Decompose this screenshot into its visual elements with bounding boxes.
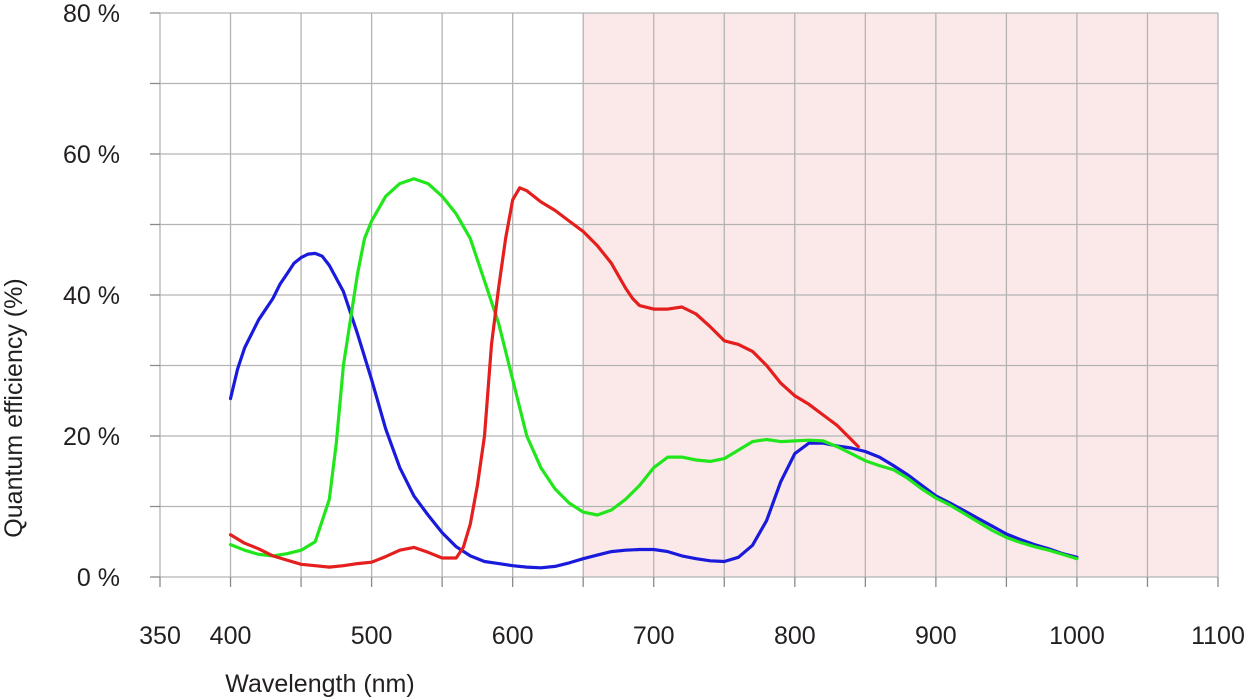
- y-axis-title: Quantum efficiency (%): [0, 278, 28, 537]
- x-tick-label: 1000: [1049, 622, 1105, 650]
- x-tick-label: 1100: [1191, 622, 1245, 650]
- series-layer: [228, 177, 1079, 570]
- x-tick-label: 900: [915, 622, 957, 650]
- series-line-2: [228, 186, 860, 569]
- y-tick-label: 80 %: [63, 0, 120, 28]
- x-tick-label: 600: [492, 622, 534, 650]
- y-tick-label: 40 %: [63, 282, 120, 310]
- series-line-1: [228, 177, 1079, 561]
- y-tick-label: 60 %: [63, 141, 120, 169]
- series-line-0: [228, 251, 1079, 570]
- x-tick-label: 500: [351, 622, 393, 650]
- x-tick-label: 400: [210, 622, 252, 650]
- grid-layer: [150, 12, 1219, 587]
- x-tick-label: 800: [774, 622, 816, 650]
- tick-label-layer: 350 400 500 600 700 800 900 1000 1100 0 % 20 % 40 %…: [63, 0, 1245, 650]
- y-tick-label: 20 %: [63, 423, 120, 451]
- x-tick-label: 700: [633, 622, 675, 650]
- x-tick-label: 350: [139, 622, 181, 650]
- x-axis-title: Wavelength (nm): [225, 670, 414, 698]
- y-tick-label: 0 %: [77, 564, 120, 592]
